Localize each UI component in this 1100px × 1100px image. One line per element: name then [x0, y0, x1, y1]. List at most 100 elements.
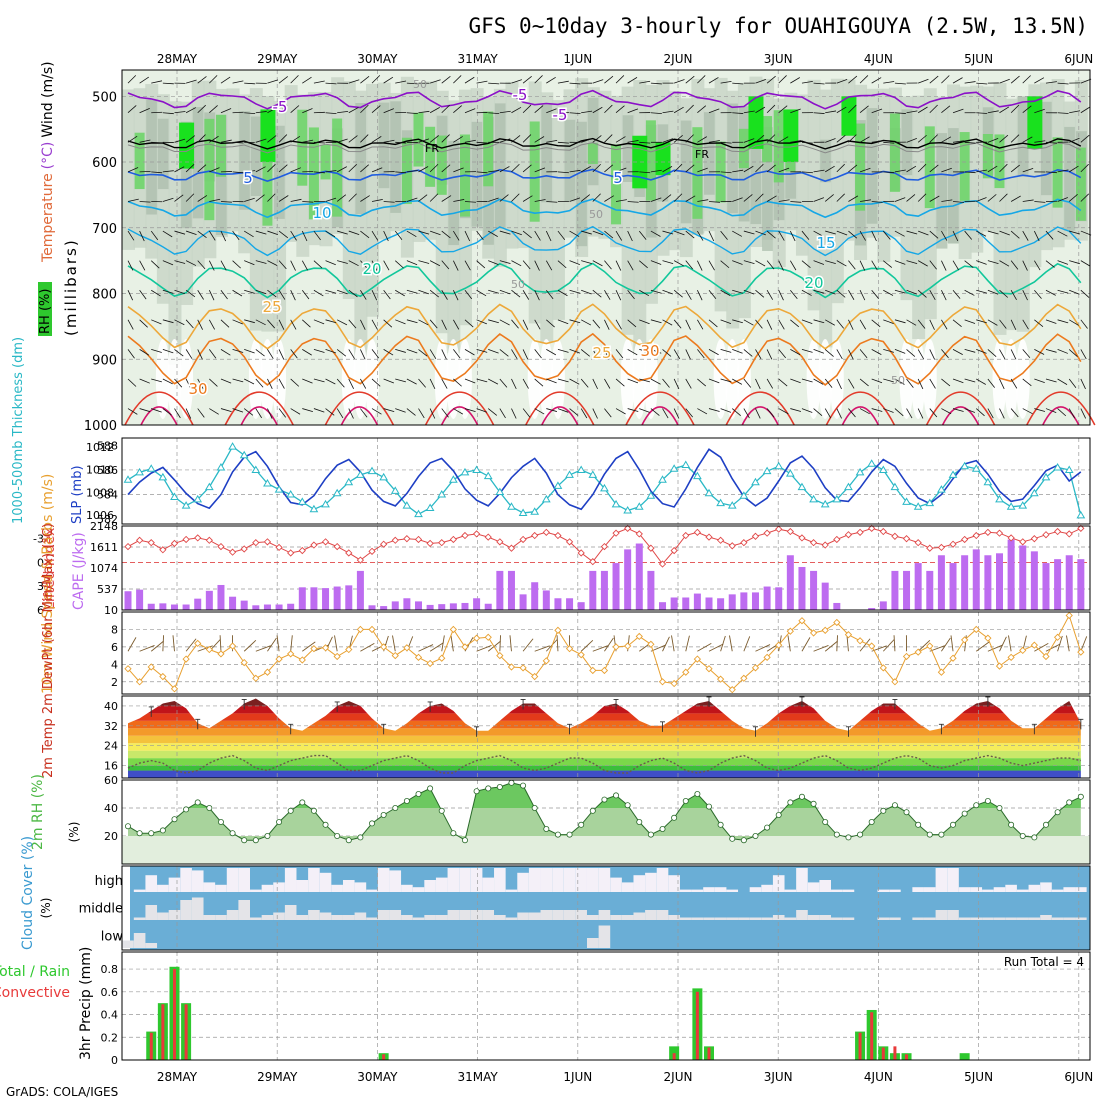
temperature-label: Temperature [40, 173, 56, 263]
wind-barb [569, 319, 581, 324]
lifted-index-point [844, 531, 853, 539]
lifted-index-point [194, 534, 202, 542]
wind-barb [766, 230, 776, 239]
wind-barb [650, 260, 662, 265]
cloud-cell [587, 868, 599, 892]
rh-shade [366, 83, 380, 317]
cloud-cell [703, 917, 715, 920]
wind-barb [371, 319, 378, 330]
top-date-6JUN: 6JUN [1064, 52, 1093, 66]
wind-barb [883, 408, 894, 413]
wind10-point [391, 651, 399, 660]
wind-barb [522, 230, 532, 239]
wind10-point [380, 643, 388, 651]
wind-barb [766, 195, 777, 202]
contour-freezing-edge [127, 142, 1082, 154]
lifted-index-point [635, 530, 643, 538]
wind-barb [325, 289, 337, 294]
wind-barb [522, 195, 533, 202]
wind10-point [716, 675, 725, 683]
convective-label: Convective [0, 985, 70, 1001]
wind-barb [918, 78, 929, 84]
wind-barb [743, 230, 755, 235]
wind-barb [488, 260, 499, 266]
rh-shade [807, 79, 821, 311]
wind-barb [801, 81, 813, 84]
wind-barb [778, 136, 789, 143]
cloud-cell [1040, 915, 1052, 920]
thickness-slp-frame [121, 437, 1091, 525]
wind-barb [825, 230, 836, 235]
cloud-cell [447, 868, 460, 892]
wind-barb [720, 378, 732, 383]
wind10-point [449, 625, 457, 634]
wind-barb [976, 260, 987, 265]
wind10-barb [917, 639, 931, 652]
cape-bar [810, 570, 818, 610]
wind10-point [403, 644, 411, 652]
wind-barb [929, 104, 938, 114]
contour-35 [124, 391, 194, 426]
wind-barb [348, 349, 355, 359]
wind-barb [836, 408, 842, 419]
thickness-point [321, 499, 330, 508]
wind-barb [325, 319, 337, 324]
lifted-index-point [1042, 531, 1050, 539]
wind-barb [267, 260, 278, 266]
wind-barb [859, 378, 869, 387]
cloud-cell [656, 910, 669, 920]
precip-convective-bar [149, 1032, 153, 1060]
wind-barb [325, 170, 337, 173]
contour-freezing [127, 137, 1082, 150]
wind10-barb [290, 635, 293, 652]
wind-barb [278, 164, 288, 173]
wind-barb [627, 408, 639, 412]
cloud-cell [250, 889, 262, 892]
wind-barb [394, 260, 404, 269]
wind-barb [581, 230, 592, 235]
thickness-point [913, 502, 923, 510]
cloud-row-low: low [101, 930, 124, 945]
wind-barb [162, 319, 174, 324]
wind-barb [708, 408, 720, 412]
wind-barb [964, 319, 976, 324]
lifted-index-point [577, 549, 585, 557]
wind-barb [394, 230, 403, 241]
thickness-point [693, 471, 702, 480]
thickness-point [553, 481, 563, 489]
wind-barb [941, 105, 951, 114]
wind-barb [185, 408, 192, 419]
contour-40 [541, 406, 579, 426]
wind-barb [220, 289, 228, 300]
wind-barb [766, 104, 776, 114]
thickness-point [135, 467, 144, 476]
wind-barb [511, 193, 520, 202]
wind-barb [825, 260, 836, 265]
wind-barb [952, 77, 963, 84]
wind-barb [337, 260, 348, 264]
rh-point [717, 821, 724, 828]
wind-barb [569, 82, 581, 85]
thickness-point [286, 490, 296, 498]
wind-barb [348, 107, 359, 114]
wind10-point [298, 656, 306, 664]
wind-barb [569, 169, 581, 173]
wind-barb [371, 378, 381, 387]
wind-barb [569, 378, 580, 385]
cloud-cell [273, 912, 285, 920]
wind-barb [302, 319, 311, 328]
cape-bar [1030, 551, 1038, 610]
wind-barb [627, 108, 639, 114]
wind10-point [240, 658, 248, 667]
wind-barb [813, 408, 823, 417]
wind-barb [708, 108, 720, 114]
wind10-point [147, 663, 155, 671]
wind-barb [418, 260, 430, 264]
wind-barb [255, 319, 266, 326]
wind-barb [1045, 378, 1057, 383]
wind-barb [976, 197, 987, 202]
contour-5 [127, 168, 1082, 182]
cloud-cell [389, 870, 402, 892]
wind-barb [255, 138, 267, 143]
wind-barb [766, 75, 776, 84]
